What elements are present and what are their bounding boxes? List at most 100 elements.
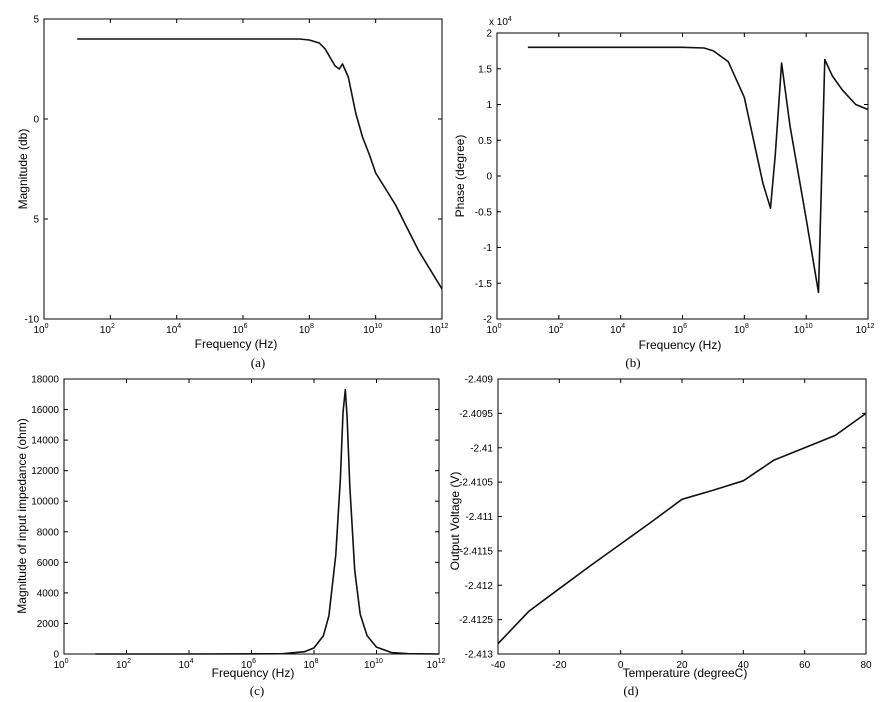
x-tick-base: 10 bbox=[166, 325, 178, 336]
x-tick-base: 10 bbox=[610, 325, 622, 336]
y-axis-title: Magnitude (db) bbox=[16, 129, 30, 210]
x-tick-label: 102 bbox=[116, 658, 131, 671]
x-tick-label: 102 bbox=[548, 323, 563, 336]
x-tick-label: 100 bbox=[33, 323, 48, 336]
x-tick-base: 10 bbox=[363, 325, 375, 336]
x-tick-exponent: 6 bbox=[683, 323, 687, 330]
y-tick-label: -2.4105 bbox=[459, 478, 493, 489]
x-tick-exponent: 0 bbox=[498, 323, 502, 330]
x-tick-base: 10 bbox=[116, 660, 128, 671]
y-tick-label: 1 bbox=[486, 100, 492, 111]
x-tick-label: 1012 bbox=[427, 658, 446, 671]
y-multiplier: x 104 bbox=[489, 16, 512, 28]
x-tick-label: 108 bbox=[734, 323, 749, 336]
y-tick-label: -2.409 bbox=[465, 375, 494, 386]
x-tick-base: 10 bbox=[734, 325, 746, 336]
y-tick-label: 0 bbox=[33, 115, 39, 126]
x-tick-label: -20 bbox=[552, 660, 567, 671]
y-tick-label: 5 bbox=[33, 215, 39, 226]
y-tick-label: 5 bbox=[33, 15, 39, 26]
y-tick-label: 10000 bbox=[31, 497, 59, 508]
x-tick-exponent: 0 bbox=[45, 323, 49, 330]
x-tick-exponent: 8 bbox=[315, 658, 319, 665]
x-tick-label: 20 bbox=[676, 660, 688, 671]
y-tick-label: -10 bbox=[25, 315, 40, 326]
x-tick-label: 108 bbox=[299, 323, 314, 336]
x-tick-base: 10 bbox=[303, 660, 315, 671]
x-tick-exponent: 10 bbox=[805, 323, 813, 330]
x-tick-label: 80 bbox=[860, 660, 872, 671]
x-tick-label: 106 bbox=[241, 658, 256, 671]
y-multiplier-base: x 10 bbox=[489, 17, 508, 28]
x-tick-label: 106 bbox=[672, 323, 687, 336]
plot-frame bbox=[497, 378, 867, 655]
x-tick-label: 104 bbox=[610, 323, 625, 336]
x-tick-exponent: 8 bbox=[310, 323, 314, 330]
x-tick-exponent: 0 bbox=[65, 658, 69, 665]
x-tick-base: 10 bbox=[548, 325, 560, 336]
x-tick-exponent: 4 bbox=[621, 323, 625, 330]
plot-frame bbox=[496, 32, 869, 320]
y-multiplier-exponent: 4 bbox=[508, 16, 512, 23]
y-axis-title: Output Voltage (V) bbox=[448, 472, 462, 571]
y-tick-label: -1 bbox=[483, 243, 492, 254]
x-tick-base: 10 bbox=[427, 660, 439, 671]
x-tick-label: 1010 bbox=[794, 323, 813, 336]
x-tick-base: 10 bbox=[33, 325, 45, 336]
x-tick-label: 1012 bbox=[856, 323, 875, 336]
x-tick-label: 40 bbox=[738, 660, 750, 671]
panel-caption: (b) bbox=[625, 355, 640, 370]
y-tick-label: -2.413 bbox=[465, 650, 494, 661]
series-line-0 bbox=[95, 388, 440, 655]
y-tick-label: -2.4125 bbox=[459, 615, 493, 626]
x-tick-label: 100 bbox=[486, 323, 501, 336]
x-tick-exponent: 6 bbox=[244, 323, 248, 330]
x-tick-base: 10 bbox=[232, 325, 244, 336]
y-tick-label: 6000 bbox=[37, 558, 60, 569]
x-axis-title: Frequency (Hz) bbox=[639, 338, 722, 352]
y-tick-label: 18000 bbox=[31, 375, 59, 386]
plot-frame bbox=[63, 378, 440, 655]
x-tick-base: 10 bbox=[100, 325, 112, 336]
x-tick-exponent: 10 bbox=[374, 323, 382, 330]
x-tick-label: -40 bbox=[491, 660, 506, 671]
y-tick-label: 1.5 bbox=[478, 64, 492, 75]
y-tick-label: 2000 bbox=[37, 619, 60, 630]
y-tick-label: -1.5 bbox=[475, 279, 493, 290]
chart-panel-c: 100 102 104 106 108 1010 101202000400060008000… bbox=[15, 375, 446, 699]
plot-frame bbox=[43, 18, 443, 320]
x-tick-label: 100 bbox=[53, 658, 68, 671]
x-tick-base: 10 bbox=[794, 325, 806, 336]
x-tick-exponent: 2 bbox=[127, 658, 131, 665]
series-line-0 bbox=[527, 46, 869, 294]
y-tick-label: -2.41 bbox=[470, 443, 493, 454]
x-tick-base: 10 bbox=[241, 660, 253, 671]
x-axis-title: Temperature (degreeC) bbox=[623, 666, 748, 680]
x-tick-label: 1010 bbox=[364, 658, 383, 671]
x-tick-exponent: 10 bbox=[375, 658, 383, 665]
x-tick-label: 106 bbox=[232, 323, 247, 336]
x-tick-exponent: 12 bbox=[867, 323, 875, 330]
x-tick-label: 104 bbox=[166, 323, 181, 336]
x-tick-label: 1010 bbox=[363, 323, 382, 336]
series-line-0 bbox=[77, 38, 443, 290]
y-tick-label: 0 bbox=[486, 172, 492, 183]
x-tick-label: 0 bbox=[618, 660, 624, 671]
x-tick-base: 10 bbox=[672, 325, 684, 336]
chart-panel-d: -40 -20 0 20 40 60 80 -2.413 -2.4125 -2.412 -2.411… bbox=[448, 375, 872, 699]
x-tick-base: 10 bbox=[364, 660, 376, 671]
x-tick-label: 102 bbox=[100, 323, 115, 336]
x-tick-exponent: 12 bbox=[438, 658, 446, 665]
x-tick-base: 10 bbox=[486, 325, 498, 336]
y-tick-label: -2 bbox=[483, 315, 492, 326]
y-tick-label: -2.412 bbox=[465, 581, 494, 592]
x-axis-title: Frequency (Hz) bbox=[212, 666, 295, 680]
y-tick-label: 0 bbox=[53, 650, 59, 661]
y-tick-label: -2.4115 bbox=[460, 546, 494, 557]
x-tick-label: 108 bbox=[303, 658, 318, 671]
x-tick-exponent: 6 bbox=[252, 658, 256, 665]
panel-caption: (c) bbox=[250, 683, 264, 698]
y-tick-label: -2.411 bbox=[465, 512, 493, 523]
y-tick-label: 0.5 bbox=[478, 136, 492, 147]
